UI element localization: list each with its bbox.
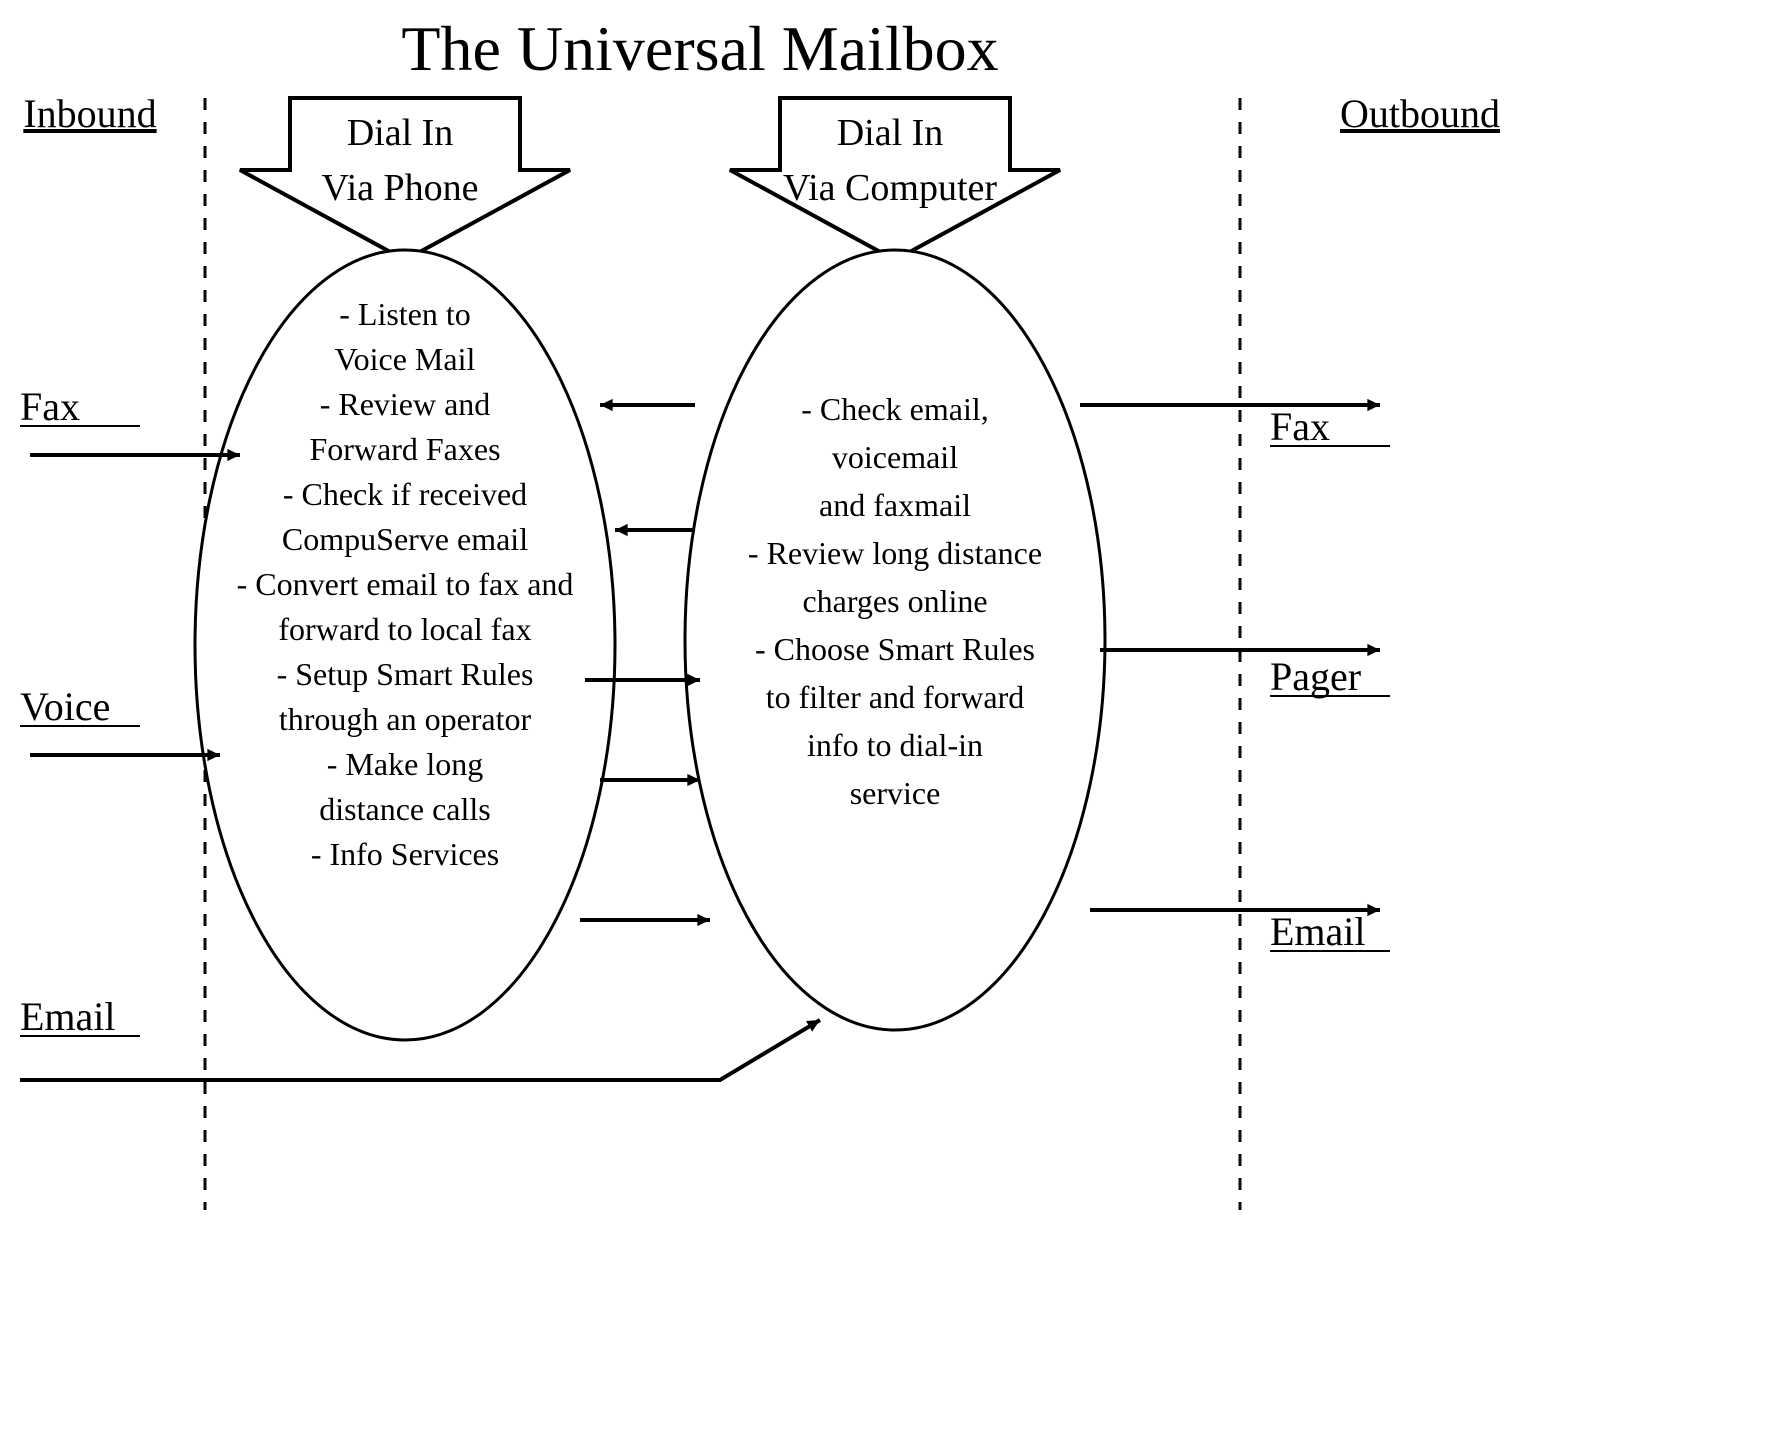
outbound-label: Fax [1270,404,1330,449]
outbound-heading: Outbound [1340,91,1500,136]
computer-body-line: charges online [802,583,987,619]
computer-body-line: - Choose Smart Rules [755,631,1035,667]
phone-body-line: forward to local fax [278,611,531,647]
arrow-label: Via Phone [321,167,478,209]
inbound-label: Fax [20,384,80,429]
phone-body-line: CompuServe email [282,521,528,557]
computer-body-line: service [850,775,941,811]
diagram-title: The Universal Mailbox [401,13,998,84]
computer-body-line: - Check email, [801,391,988,427]
inbound-label: Voice [20,684,110,729]
computer-body-line: to filter and forward [766,679,1025,715]
phone-body-line: - Setup Smart Rules [277,656,534,692]
phone-body-line: - Check if received [283,476,527,512]
computer-body-line: - Review long distance [748,535,1042,571]
phone-body-line: - Listen to [339,296,471,332]
phone-body-line: - Review and [320,386,491,422]
computer-body-line: and faxmail [819,487,971,523]
arrow-label: Dial In [347,112,454,154]
phone-body-line: distance calls [319,791,490,827]
phone-body-line: - Make long [327,746,483,782]
outbound-label: Email [1270,909,1366,954]
inbound-label: Email [20,994,116,1039]
outbound-label: Pager [1270,654,1361,699]
arrow-label: Dial In [837,112,944,154]
arrow-label: Via Computer [783,167,997,209]
phone-body-line: through an operator [279,701,532,737]
computer-body-line: info to dial-in [807,727,983,763]
phone-body-line: - Info Services [311,836,499,872]
phone-body-line: - Convert email to fax and [237,566,574,602]
inbound-heading: Inbound [23,91,156,136]
phone-body-line: Voice Mail [335,341,476,377]
computer-body-line: voicemail [832,439,958,475]
phone-body-line: Forward Faxes [309,431,500,467]
